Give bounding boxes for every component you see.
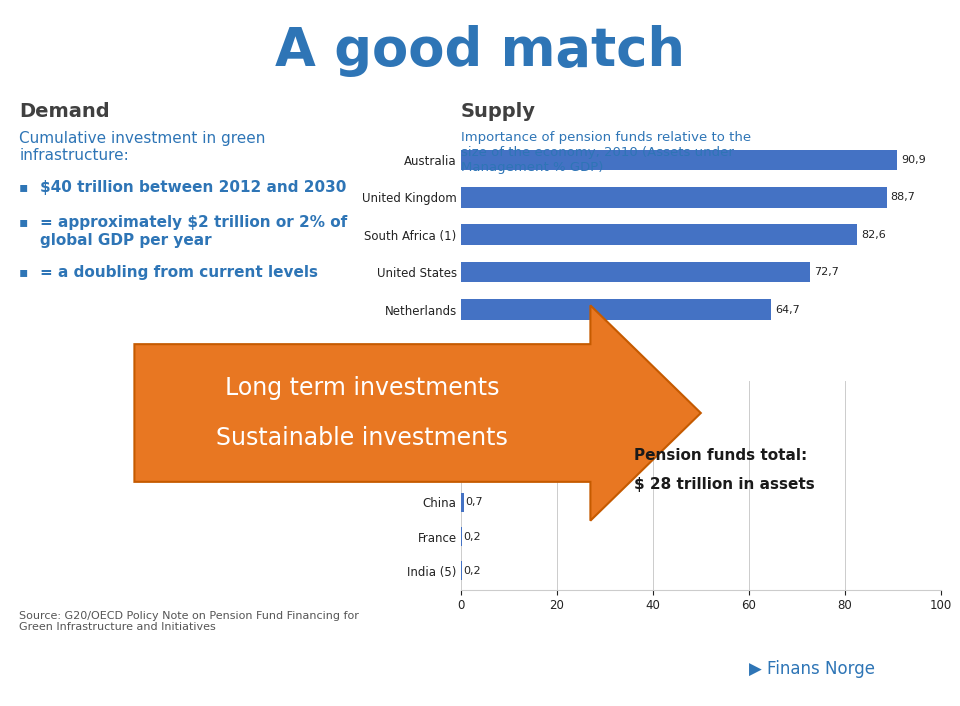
Bar [461,262,810,282]
Text: = a doubling from current levels: = a doubling from current levels [40,265,319,280]
Text: Demand: Demand [19,102,109,121]
Text: 82,6: 82,6 [861,229,886,240]
Bar [461,150,897,170]
Bar [461,493,465,512]
Text: = approximately $2 trillion or 2% of
global GDP per year: = approximately $2 trillion or 2% of glo… [40,215,348,248]
Text: Importance of pension funds relative to the
size of the economy, 2010 (Assets un: Importance of pension funds relative to … [461,131,751,174]
Text: ▪: ▪ [19,180,29,194]
Bar [461,299,771,320]
Text: Source: G20/OECD Policy Note on Pension Fund Financing for
Green Infrastructure : Source: G20/OECD Policy Note on Pension … [19,611,359,633]
Text: 64,7: 64,7 [775,304,800,314]
Text: 0,7: 0,7 [466,498,483,508]
Bar [461,425,469,443]
Text: $40 trillion between 2012 and 2030: $40 trillion between 2012 and 2030 [40,180,347,195]
Bar [461,561,462,580]
Text: 88,7: 88,7 [890,192,915,203]
Text: Pension funds total:: Pension funds total: [634,448,806,463]
Bar [461,390,470,409]
Text: Supply: Supply [461,102,536,121]
Text: ▶ Finans Norge: ▶ Finans Norge [749,660,875,678]
Bar [461,459,468,478]
Text: ▪: ▪ [19,215,29,229]
Text: 0,2: 0,2 [463,532,481,542]
Text: Sustainable investments: Sustainable investments [216,426,509,450]
Bar [461,187,886,208]
Text: Long term investments: Long term investments [226,376,499,400]
Text: 72,7: 72,7 [813,267,838,277]
Text: Cumulative investment in green
infrastructure:: Cumulative investment in green infrastru… [19,131,266,163]
Text: 90,9: 90,9 [900,155,925,165]
Bar [461,225,857,245]
Text: A good match: A good match [275,25,685,77]
Text: $ 28 trillion in assets: $ 28 trillion in assets [634,477,814,491]
Bar [461,527,462,546]
Text: 1,6: 1,6 [469,463,488,473]
Text: ▪: ▪ [19,265,29,279]
Text: 0,2: 0,2 [463,566,481,575]
